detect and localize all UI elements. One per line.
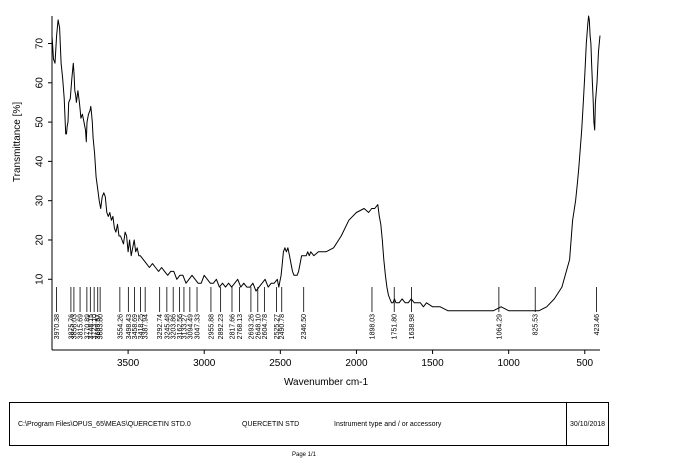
peak-label: 2648.10 <box>255 314 262 339</box>
y-tick-label: 70 <box>35 38 46 50</box>
peak-label: 3498.43 <box>126 314 133 339</box>
footer-info-box: C:\Program Files\OPUS_65\MEAS\QUERCETIN … <box>9 402 609 446</box>
peak-label: 2768.13 <box>237 314 244 339</box>
x-axis-label: Wavenumber cm-1 <box>284 377 369 388</box>
x-tick-label: 2000 <box>345 358 368 369</box>
x-tick-label: 3000 <box>193 358 216 369</box>
peak-label: 3875.76 <box>68 314 75 339</box>
peak-label: 3699.57 <box>95 314 102 339</box>
peak-label: 3554.26 <box>117 314 124 339</box>
x-tick-label: 1000 <box>498 358 521 369</box>
y-tick-label: 40 <box>35 155 46 167</box>
page-number-text: Page 1/1 <box>292 452 317 458</box>
x-tick-label: 3500 <box>117 358 140 369</box>
peak-label: 825.53 <box>533 314 540 336</box>
peak-label: 3970.38 <box>54 314 61 339</box>
peak-label: 3203.86 <box>171 314 178 339</box>
peak-label: 2346.50 <box>301 314 308 339</box>
peak-label: 2490.78 <box>279 314 286 339</box>
peak-label: 3094.49 <box>187 314 194 339</box>
peak-label: 2955.88 <box>208 314 215 339</box>
peak-label: 1898.03 <box>369 314 376 339</box>
x-tick-label: 2500 <box>269 358 292 369</box>
y-tick-label: 10 <box>35 273 46 285</box>
peak-label: 2525.27 <box>274 314 281 339</box>
peak-label: 1064.29 <box>496 314 503 339</box>
peak-label: 2892.23 <box>218 314 225 339</box>
ir-spectrum-chart: 10 20 30 40 50 60 70 3500 3000 2500 2000 1500 1000 5… <box>12 15 601 388</box>
y-axis-label: Transmittance [%] <box>12 102 23 182</box>
sample-name-text: QUERCETIN STD <box>242 421 300 428</box>
peak-label: 3683.80 <box>98 314 105 339</box>
peak-label: 3387.94 <box>143 314 150 339</box>
peak-label: 3245.48 <box>164 314 171 339</box>
peak-label: 3770.89 <box>84 314 91 339</box>
peak-label: 3458.69 <box>132 314 139 339</box>
peak-label: 1751.80 <box>392 314 399 339</box>
y-tick-label: 20 <box>35 234 46 246</box>
y-tick-label: 30 <box>35 195 46 207</box>
peak-label: 1638.98 <box>409 314 416 339</box>
peak-label: 3815.69 <box>78 314 85 339</box>
peak-label: 423.46 <box>594 314 601 336</box>
y-tick-label: 60 <box>35 77 46 89</box>
peak-label: 3047.33 <box>195 314 202 339</box>
peak-label: 2604.78 <box>262 314 269 339</box>
peak-label: 3748.15 <box>88 314 95 339</box>
peak-label: 3292.74 <box>157 314 164 339</box>
peak-label: 2817.66 <box>229 314 236 339</box>
peak-label: 3162.56 <box>177 314 184 339</box>
series-line <box>51 15 601 312</box>
peak-label: 3723.10 <box>92 314 99 339</box>
peak-label: 3418.25 <box>138 314 145 339</box>
peak-label: 2693.26 <box>248 314 255 339</box>
file-path-text: C:\Program Files\OPUS_65\MEAS\QUERCETIN … <box>18 421 191 428</box>
x-tick-label: 1500 <box>421 358 444 369</box>
x-tick-label: 500 <box>576 358 593 369</box>
y-tick-label: 50 <box>35 116 46 128</box>
y-axis-ticks: 10 20 30 40 50 60 70 <box>35 38 52 285</box>
footer-divider <box>566 403 567 445</box>
date-text: 30/10/2018 <box>570 421 606 428</box>
peak-label: 3133.27 <box>181 314 188 339</box>
peak-label: 3856.03 <box>71 314 78 339</box>
instrument-text: Instrument type and / or accessory <box>334 421 442 428</box>
x-axis-ticks: 3500 3000 2500 2000 1500 1000 500 <box>117 350 594 369</box>
